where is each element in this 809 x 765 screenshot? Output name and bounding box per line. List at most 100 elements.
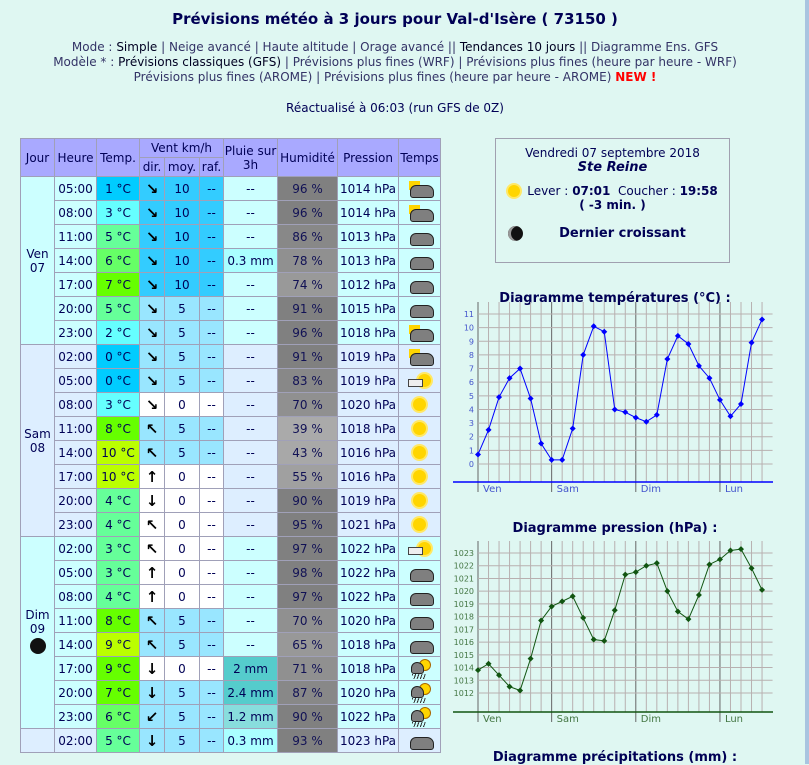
pressure: 1022 hPa (337, 536, 399, 561)
wind-average: 5 (164, 320, 200, 345)
cloud-icon (409, 184, 434, 198)
sunset-label: Coucher : (618, 184, 676, 198)
x-day-label: Dim (641, 484, 661, 495)
data-point (664, 588, 671, 595)
sun-icon (419, 683, 430, 694)
data-point (569, 425, 576, 432)
model-arome[interactable]: Prévisions plus fines (AROME) (133, 70, 313, 84)
model-wrf[interactable]: Prévisions plus fines (WRF) (292, 55, 455, 69)
mode-tendances[interactable]: Tendances 10 jours (459, 40, 576, 54)
y-tick-label: 1016 (454, 638, 474, 647)
mode-neige[interactable]: Neige avancé (168, 40, 251, 54)
pressure: 1016 hPa (337, 464, 399, 489)
wind-direction-icon: ↘ (139, 392, 165, 417)
rain: 2.4 mm (223, 680, 278, 705)
y-tick-label: 1013 (454, 676, 474, 685)
data-point (664, 356, 671, 362)
table-row: 11:00 8 °C ↖ 5 -- -- 39 % 1018 hPa (21, 416, 441, 441)
model-gfs[interactable]: Prévisions classiques (GFS) (118, 55, 282, 69)
x-day-label: Sam (557, 484, 579, 495)
pressure: 1019 hPa (337, 488, 399, 513)
rain-icon (411, 673, 426, 679)
humidity: 96 % (277, 200, 338, 225)
wind-direction-icon: ↖ (139, 440, 165, 465)
wind-average: 10 (164, 248, 200, 273)
rain: -- (223, 416, 278, 441)
col-pressure: Pression (337, 138, 399, 177)
rain: -- (223, 512, 278, 537)
pressure: 1022 hPa (337, 704, 399, 729)
wind-gust: -- (199, 392, 224, 417)
humidity: 96 % (277, 176, 338, 201)
hour: 17:00 (54, 656, 97, 681)
col-weather: Temps (398, 138, 441, 177)
temperature: 8 °C (96, 416, 140, 441)
cloud-icon (409, 352, 434, 366)
pressure: 1019 hPa (337, 368, 399, 393)
y-tick-label: 1020 (454, 587, 474, 596)
wind-average: 10 (164, 176, 200, 201)
rain: -- (223, 344, 278, 369)
rain: 1.2 mm (223, 704, 278, 729)
data-point (601, 637, 608, 644)
weather-icon-sun (407, 444, 433, 462)
wind-average: 5 (164, 680, 200, 705)
y-tick-label: 10 (464, 324, 474, 333)
humidity: 91 % (277, 344, 338, 369)
wind-direction-icon: ↘ (139, 248, 165, 273)
data-point (643, 418, 650, 425)
wind-gust: -- (199, 224, 224, 249)
wind-gust: -- (199, 536, 224, 561)
hour: 02:00 (54, 344, 97, 369)
moon-phase-icon (508, 226, 523, 241)
model-wrf-hourly[interactable]: Prévisions plus fines (heure par heure -… (466, 55, 737, 69)
saint-of-day: Ste Reine (577, 160, 648, 175)
wind-average: 0 (164, 656, 200, 681)
temp-chart-title: Diagramme températures (°C) : (499, 291, 731, 306)
rain: 0.3 mm (223, 248, 278, 273)
cloud-icon (409, 232, 434, 246)
rain: -- (223, 632, 278, 657)
mode-diagramme-ens[interactable]: Diagramme Ens. GFS (590, 40, 719, 54)
weather-cell (398, 320, 441, 345)
weather-cell (398, 704, 441, 729)
hour: 02:00 (54, 536, 97, 561)
x-day-label: Sam (557, 714, 579, 725)
data-point (674, 608, 681, 615)
rain: -- (223, 488, 278, 513)
data-point (538, 440, 545, 447)
wind-direction-icon: ↘ (139, 176, 165, 201)
table-row: 08:00 3 °C ↘ 0 -- -- 70 % 1020 hPa (21, 392, 441, 417)
pressure: 1014 hPa (337, 176, 399, 201)
mode-altitude[interactable]: Haute altitude (262, 40, 349, 54)
pressure: 1020 hPa (337, 392, 399, 417)
humidity: 74 % (277, 272, 338, 297)
temperature: 3 °C (96, 200, 140, 225)
weather-icon-sun (407, 420, 433, 438)
col-hour: Heure (54, 138, 97, 177)
humidity: 65 % (277, 632, 338, 657)
wind-direction-icon: ↘ (139, 224, 165, 249)
model-arome-hourly[interactable]: Prévisions plus fines (heure par heure -… (323, 70, 612, 84)
hour: 14:00 (54, 632, 97, 657)
wind-average: 5 (164, 416, 200, 441)
weather-icon-sun-cloud (407, 348, 434, 366)
rain: -- (223, 536, 278, 561)
weather-icon-fog-sun (407, 372, 433, 390)
hour: 05:00 (54, 368, 97, 393)
hour: 08:00 (54, 584, 97, 609)
weather-cell (398, 656, 441, 681)
mode-orage[interactable]: Orage avancé (360, 40, 445, 54)
wind-gust: -- (199, 272, 224, 297)
y-tick-label: 1021 (454, 574, 474, 583)
precip-chart-title: Diagramme précipitations (mm) : (492, 750, 738, 765)
pressure: 1014 hPa (337, 200, 399, 225)
sun-icon (412, 469, 426, 483)
mode-simple[interactable]: Simple (116, 40, 158, 54)
y-tick-label: 2 (469, 433, 474, 442)
weather-icon-cloud (407, 228, 434, 246)
day-number: 09 (29, 622, 46, 636)
weather-cell (398, 584, 441, 609)
data-point (601, 328, 608, 335)
cloud-icon (409, 736, 434, 750)
